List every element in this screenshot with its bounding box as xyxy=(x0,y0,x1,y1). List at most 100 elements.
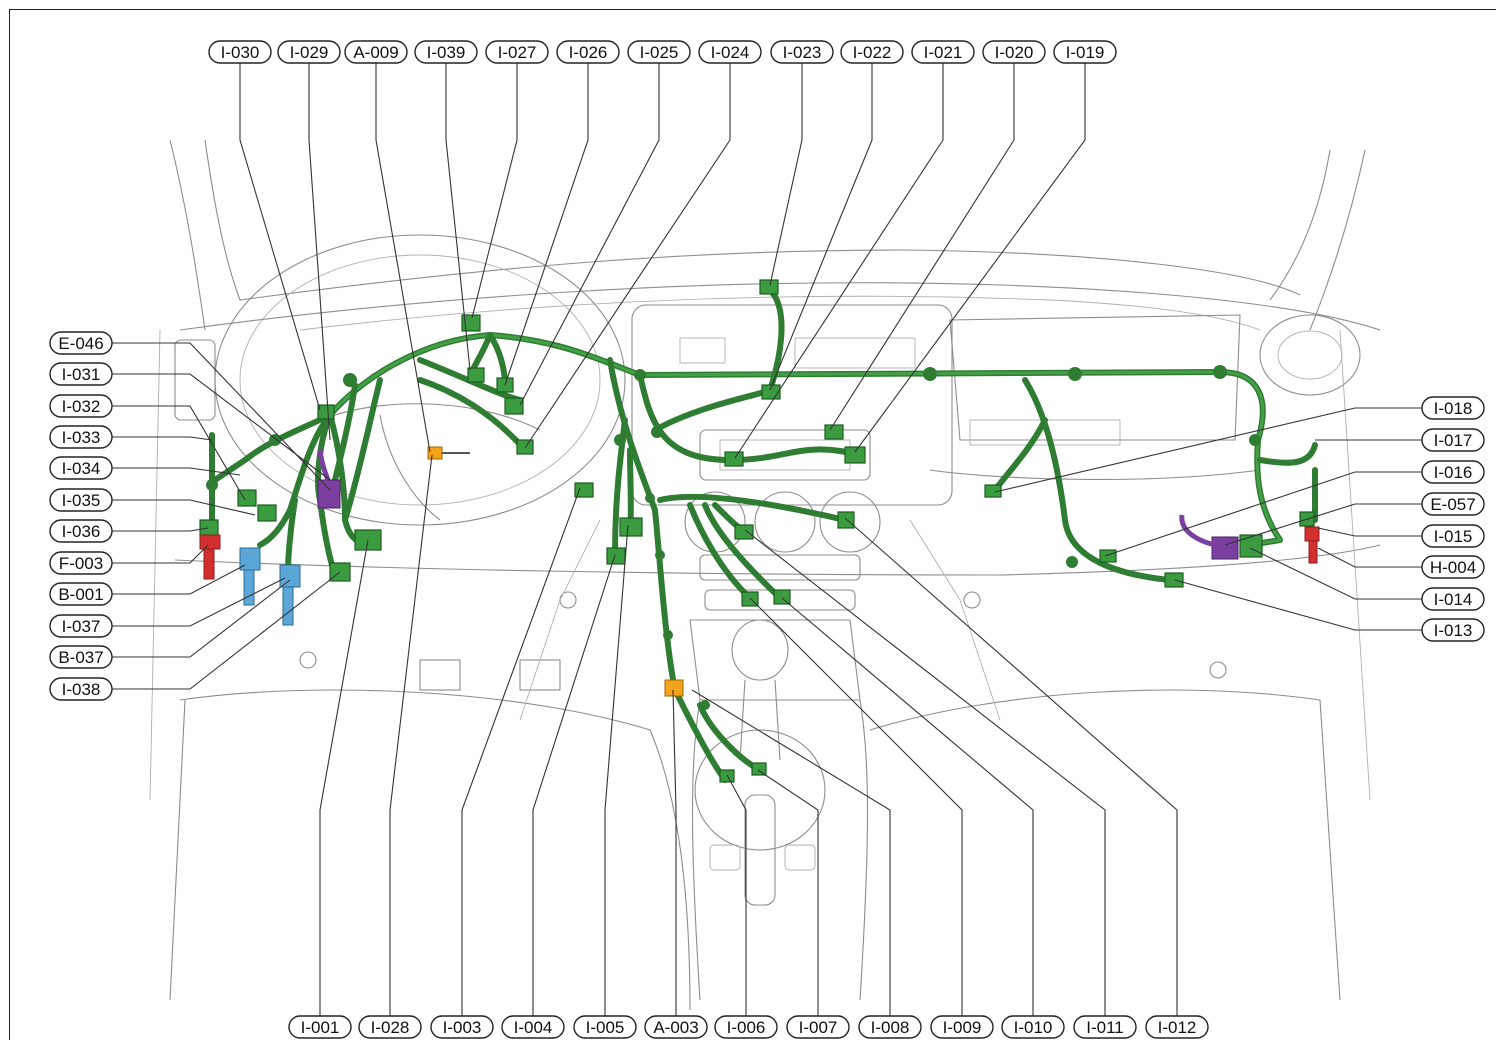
label-i-021: I-021 xyxy=(911,40,975,64)
label-i-010: I-010 xyxy=(1001,1015,1065,1039)
leader-i-015 xyxy=(1317,527,1422,537)
leader-i-023 xyxy=(769,63,803,286)
label-i-007: I-007 xyxy=(786,1015,850,1039)
label-i-025-outline xyxy=(627,40,691,64)
label-i-003-outline xyxy=(430,1015,494,1039)
label-i-038-text: I-038 xyxy=(62,680,101,699)
leader-i-004 xyxy=(532,554,616,1016)
leader-i-029 xyxy=(308,63,331,441)
label-b-037: B-037 xyxy=(49,645,113,669)
label-i-010-text: I-010 xyxy=(1014,1018,1053,1037)
label-i-034-text: I-034 xyxy=(62,459,101,478)
label-b-037-text: B-037 xyxy=(58,648,103,667)
label-i-035-outline xyxy=(49,488,113,512)
leader-i-005 xyxy=(604,524,629,1016)
label-i-010-outline xyxy=(1001,1015,1065,1039)
label-i-029: I-029 xyxy=(277,40,341,64)
label-i-011-outline xyxy=(1073,1015,1137,1039)
label-i-022-outline xyxy=(840,40,904,64)
label-i-004-outline xyxy=(501,1015,565,1039)
wiring-harness xyxy=(199,279,1320,783)
label-i-012-text: I-012 xyxy=(1158,1018,1197,1037)
label-i-036-outline xyxy=(49,519,113,543)
label-leader-lines xyxy=(112,63,1422,1016)
label-b-001-text: B-001 xyxy=(58,585,103,604)
label-i-016-text: I-016 xyxy=(1434,463,1473,482)
label-e-057-outline xyxy=(1421,492,1485,516)
label-a-009-outline xyxy=(344,40,408,64)
leader-i-007 xyxy=(757,769,819,1016)
label-i-023-text: I-023 xyxy=(783,43,822,62)
label-f-003-outline xyxy=(49,551,113,575)
label-i-006-text: I-006 xyxy=(727,1018,766,1037)
label-i-028: I-028 xyxy=(358,1015,422,1039)
vehicle-interior-outline xyxy=(149,139,1381,1011)
leader-i-006 xyxy=(726,774,747,1016)
label-i-030-outline xyxy=(208,40,272,64)
page-frame xyxy=(9,9,1496,1040)
label-i-028-outline xyxy=(358,1015,422,1039)
label-i-031-outline xyxy=(49,362,113,386)
label-i-027: I-027 xyxy=(485,40,549,64)
leader-i-003 xyxy=(461,487,581,1016)
leader-i-033 xyxy=(112,436,213,441)
label-i-018-outline xyxy=(1421,396,1485,420)
label-i-028-text: I-028 xyxy=(371,1018,410,1037)
label-i-019-text: I-019 xyxy=(1066,43,1105,62)
label-i-034: I-034 xyxy=(49,456,113,480)
label-i-025-text: I-025 xyxy=(640,43,679,62)
leader-i-038 xyxy=(112,571,341,690)
leader-i-030 xyxy=(239,63,321,411)
label-i-021-text: I-021 xyxy=(924,43,963,62)
leader-h-004 xyxy=(1317,547,1422,568)
label-i-033-text: I-033 xyxy=(62,428,101,447)
label-i-035: I-035 xyxy=(49,488,113,512)
leader-i-011 xyxy=(744,529,1106,1016)
leader-i-032 xyxy=(112,405,246,501)
label-i-012: I-012 xyxy=(1145,1015,1209,1039)
label-i-034-outline xyxy=(49,456,113,480)
leader-i-035 xyxy=(112,499,256,516)
label-i-017: I-017 xyxy=(1421,428,1485,452)
label-i-006-outline xyxy=(714,1015,778,1039)
label-i-027-text: I-027 xyxy=(498,43,537,62)
label-i-029-text: I-029 xyxy=(290,43,329,62)
label-i-020: I-020 xyxy=(982,40,1046,64)
label-a-003-text: A-003 xyxy=(653,1018,698,1037)
label-i-001: I-001 xyxy=(288,1015,352,1039)
label-i-009-outline xyxy=(930,1015,994,1039)
label-i-012-outline xyxy=(1145,1015,1209,1039)
label-i-020-text: I-020 xyxy=(995,43,1034,62)
label-i-037-text: I-037 xyxy=(62,617,101,636)
label-i-038-outline xyxy=(49,677,113,701)
label-e-046: E-046 xyxy=(49,331,113,355)
label-i-011-text: I-011 xyxy=(1086,1018,1124,1037)
label-i-001-text: I-001 xyxy=(301,1018,340,1037)
label-i-032: I-032 xyxy=(49,394,113,418)
label-i-008-outline xyxy=(858,1015,922,1039)
label-i-039-text: I-039 xyxy=(427,43,466,62)
leader-i-026 xyxy=(504,63,589,386)
label-i-015-text: I-015 xyxy=(1434,527,1473,546)
label-a-003-outline xyxy=(644,1015,708,1039)
label-i-030: I-030 xyxy=(208,40,272,64)
label-i-020-outline xyxy=(982,40,1046,64)
leader-b-001 xyxy=(112,564,246,595)
label-i-021-outline xyxy=(911,40,975,64)
label-i-016-outline xyxy=(1421,460,1485,484)
label-i-024-outline xyxy=(698,40,762,64)
label-i-009: I-009 xyxy=(930,1015,994,1039)
label-i-023-outline xyxy=(770,40,834,64)
label-b-037-outline xyxy=(49,645,113,669)
label-b-001: B-001 xyxy=(49,582,113,606)
leader-i-028 xyxy=(389,454,433,1016)
label-i-019: I-019 xyxy=(1053,40,1117,64)
label-i-032-outline xyxy=(49,394,113,418)
label-i-036-text: I-036 xyxy=(62,522,101,541)
leader-i-019 xyxy=(854,63,1086,453)
label-i-009-text: I-009 xyxy=(943,1018,982,1037)
label-i-006: I-006 xyxy=(714,1015,778,1039)
leader-i-024 xyxy=(524,63,731,449)
label-i-004: I-004 xyxy=(501,1015,565,1039)
leader-b-037 xyxy=(112,579,291,658)
